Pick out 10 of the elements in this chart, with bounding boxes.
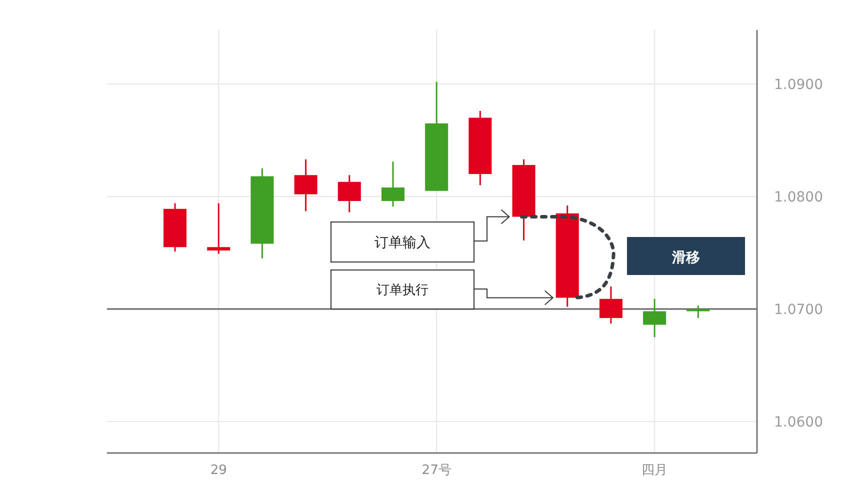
x-tick-label: 四月 bbox=[642, 463, 668, 478]
y-tick-label: 1.0600 bbox=[774, 414, 823, 430]
y-tick-label: 1.0800 bbox=[774, 190, 823, 206]
annotation: 订单输入 bbox=[374, 235, 430, 251]
annotation: 订单执行 bbox=[376, 283, 428, 298]
x-tick-label: 29 bbox=[210, 463, 227, 478]
x-tick-label: 27号 bbox=[422, 463, 452, 478]
y-tick-label: 1.0700 bbox=[774, 302, 823, 318]
annotation: 滑移 bbox=[671, 250, 700, 266]
y-tick-label: 1.0900 bbox=[774, 77, 823, 93]
